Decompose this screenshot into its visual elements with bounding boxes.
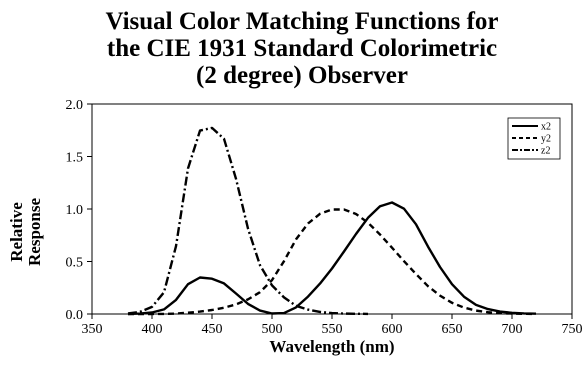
y-tick-label: 1.5 — [66, 151, 84, 166]
x-tick-label: 750 — [562, 322, 583, 337]
legend-label-z2: z2 — [541, 146, 550, 157]
chart-title-line: Visual Color Matching Functions for — [105, 8, 498, 35]
y-axis-label: RelativeResponse — [7, 198, 44, 266]
plot-area — [91, 103, 573, 315]
y-axis-ticks: 0.0 0.5 1.0 1.5 2.0 — [66, 98, 92, 323]
x-tick-label: 350 — [82, 322, 103, 337]
y-axis-label-line: Relative — [7, 202, 26, 262]
x-tick-label: 550 — [322, 322, 343, 337]
series-line-x2 — [127, 201, 537, 316]
x-tick-label: 700 — [502, 322, 523, 337]
y-tick-label: 0.5 — [66, 256, 84, 271]
x-tick-label: 400 — [142, 322, 163, 337]
chart-title-line: the CIE 1931 Standard Colorimetric — [107, 35, 497, 62]
svg-text:RelativeResponse: RelativeResponse — [7, 198, 44, 266]
x-axis-label: Wavelength (nm) — [269, 337, 394, 356]
x-axis-ticks: 350 400 450 500 550 600 650 700 750 — [82, 314, 583, 337]
x-tick-label: 450 — [202, 322, 223, 337]
y-tick-label: 1.0 — [66, 203, 84, 218]
x-tick-label: 650 — [442, 322, 463, 337]
x-tick-label: 600 — [382, 322, 403, 337]
x-tick-label: 500 — [262, 322, 283, 337]
y-tick-label: 0.0 — [66, 308, 84, 323]
legend-label-x2: x2 — [541, 122, 551, 133]
chart-title-line: (2 degree) Observer — [196, 62, 408, 89]
series-line-y2 — [128, 208, 537, 316]
y-tick-label: 2.0 — [66, 98, 84, 113]
y-axis-label-line: Response — [25, 198, 44, 266]
series-line-z2 — [127, 126, 369, 316]
series-lines — [127, 126, 537, 316]
legend-label-y2: y2 — [541, 134, 551, 145]
